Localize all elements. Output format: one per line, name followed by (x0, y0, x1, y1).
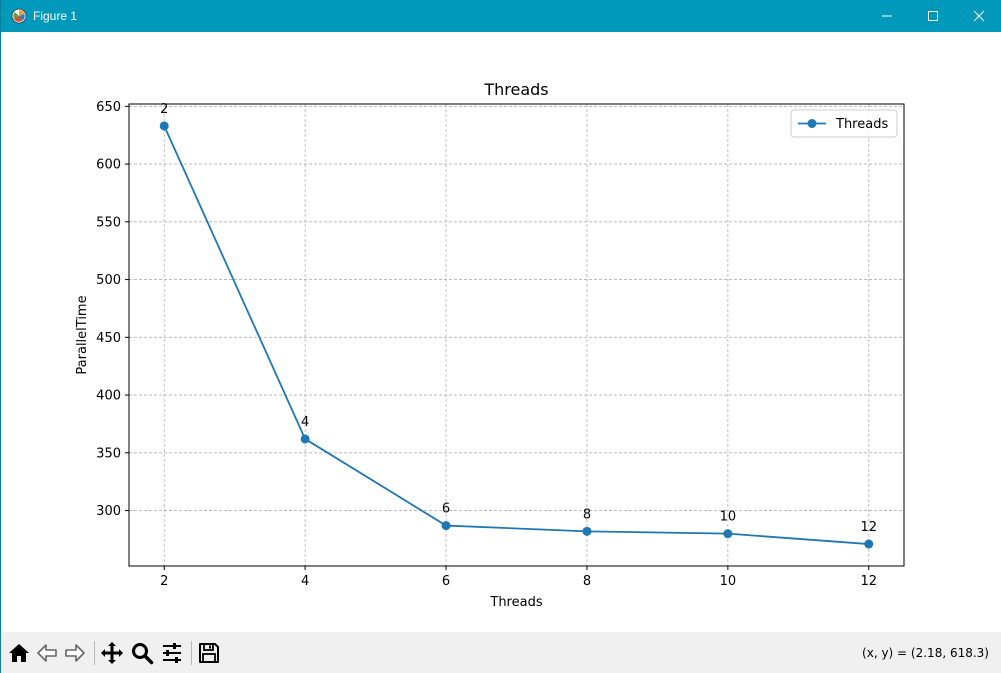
legend-marker (807, 119, 817, 128)
data-point (864, 539, 874, 549)
y-tick-label: 550 (96, 215, 121, 230)
toolbar-separator (191, 641, 192, 665)
y-tick-label: 400 (96, 389, 121, 404)
x-tick-label: 8 (583, 574, 591, 589)
configure-subplots-icon (163, 643, 181, 663)
line-chart: 2 4 6 8 10 12 300 350 400 450 500 550 600 650 2 4 6 8 10 1… (75, 80, 905, 610)
save-button[interactable] (196, 640, 222, 666)
maximize-button[interactable] (910, 0, 956, 32)
pan-icon (101, 642, 123, 664)
plot-frame (128, 103, 905, 567)
forward-button[interactable] (62, 640, 88, 666)
chart-title: Threads (483, 80, 548, 99)
point-labels: 2 4 6 8 10 12 (160, 102, 877, 535)
close-icon (973, 10, 985, 22)
figure-canvas[interactable]: 2 4 6 8 10 12 300 350 400 450 500 550 600 650 2 4 6 8 10 1… (2, 32, 1001, 632)
toolbar-separator (94, 641, 95, 665)
series-line (163, 125, 869, 545)
title-bar[interactable]: Figure 1 (1, 0, 1001, 32)
x-tick-label: 4 (301, 574, 309, 589)
pan-button[interactable] (99, 640, 125, 666)
data-point (300, 434, 310, 444)
data-point (723, 529, 733, 539)
axis-ticks: 2 4 6 8 10 12 300 350 400 450 500 550 600 650 (96, 100, 877, 589)
close-button[interactable] (956, 0, 1001, 32)
y-tick-label: 350 (96, 446, 121, 461)
maximize-icon (928, 11, 938, 21)
matplotlib-app-icon (11, 8, 27, 24)
data-label: 2 (160, 102, 168, 117)
window-title: Figure 1 (33, 9, 78, 23)
zoom-icon (132, 643, 154, 665)
y-tick-label: 450 (96, 331, 121, 346)
legend: Threads (790, 109, 898, 138)
data-point (582, 526, 592, 536)
series-line-0 (163, 125, 869, 545)
minimize-icon (882, 15, 892, 17)
minimize-button[interactable] (864, 0, 910, 32)
data-point (159, 121, 169, 131)
series-markers (159, 121, 874, 549)
data-label: 8 (583, 507, 591, 522)
y-tick-label: 500 (96, 273, 121, 288)
navigation-toolbar: (x, y) = (2.18, 618.3) (2, 632, 1001, 673)
y-tick-label: 300 (96, 504, 121, 519)
legend-box (790, 109, 898, 138)
save-icon (199, 643, 219, 663)
y-tick-label: 650 (96, 100, 121, 115)
x-tick-label: 12 (860, 574, 877, 589)
back-button[interactable] (34, 640, 60, 666)
home-icon (9, 644, 29, 662)
cursor-coordinates: (x, y) = (2.18, 618.3) (862, 646, 989, 660)
y-axis-label: ParallelTime (75, 295, 90, 374)
data-label: 10 (720, 510, 737, 525)
legend-label: Threads (835, 117, 888, 132)
grid-lines (129, 104, 904, 566)
back-icon (37, 644, 57, 662)
home-button[interactable] (6, 640, 32, 666)
data-label: 4 (301, 415, 309, 430)
data-point (441, 521, 451, 531)
zoom-button[interactable] (129, 640, 155, 666)
y-tick-label: 600 (96, 158, 121, 173)
x-tick-label: 6 (442, 574, 450, 589)
data-label: 6 (442, 502, 450, 517)
x-tick-label: 10 (720, 574, 737, 589)
data-label: 12 (860, 520, 877, 535)
x-axis-label: Threads (489, 595, 542, 610)
x-tick-label: 2 (160, 574, 168, 589)
configure-subplots-button[interactable] (159, 640, 185, 666)
forward-icon (65, 644, 85, 662)
